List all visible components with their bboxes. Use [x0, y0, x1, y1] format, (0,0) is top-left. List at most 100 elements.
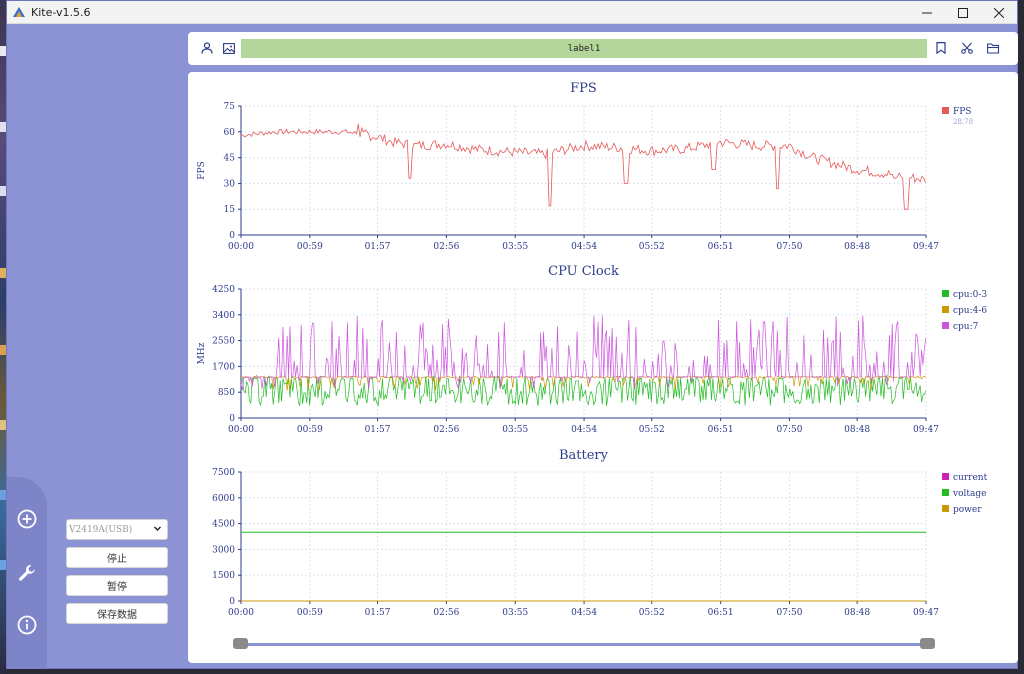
x-tick-label: 06:51 [708, 425, 734, 435]
app-window: Kite-v1.5.6 V2419A(USB) [6, 0, 1018, 669]
cpu-7-series-line [240, 315, 927, 391]
y-tick-label: 60 [224, 128, 236, 138]
legend-swatch [942, 473, 949, 480]
chart-title: Battery [559, 448, 609, 463]
x-tick-label: 05:52 [639, 242, 665, 252]
legend-swatch [942, 505, 949, 512]
y-tick-label: 3000 [212, 545, 235, 555]
x-tick-label: 04:54 [571, 425, 597, 435]
wrench-icon[interactable] [15, 561, 39, 585]
x-tick-label: 08:48 [844, 608, 870, 618]
x-tick-label: 05:52 [639, 425, 665, 435]
save-data-button[interactable]: 保存数据 [66, 603, 168, 624]
y-tick-label: 0 [229, 231, 235, 241]
legend-label: cpu:0-3 [953, 290, 987, 300]
y-tick-label: 4250 [212, 285, 235, 295]
x-tick-label: 02:56 [433, 608, 459, 618]
x-tick-label: 00:00 [228, 242, 254, 252]
x-tick-label: 05:52 [639, 608, 665, 618]
fps-series-line [240, 124, 926, 210]
info-icon[interactable] [15, 613, 39, 637]
x-tick-label: 07:50 [776, 608, 802, 618]
legend-swatch [942, 290, 949, 297]
legend-current-value: 28.78 [953, 118, 973, 126]
image-icon[interactable] [221, 40, 237, 56]
x-tick-label: 09:47 [913, 242, 939, 252]
x-tick-label: 00:59 [297, 608, 323, 618]
y-tick-label: 3400 [212, 311, 235, 321]
y-tick-label: 0 [229, 414, 235, 424]
desktop-background-strip [0, 0, 6, 674]
x-tick-label: 02:56 [433, 425, 459, 435]
legend-label: cpu:7 [953, 322, 979, 332]
x-tick-label: 09:47 [913, 608, 939, 618]
y-tick-label: 30 [224, 179, 236, 189]
x-tick-label: 07:50 [776, 425, 802, 435]
x-tick-label: 04:54 [571, 608, 597, 618]
bookmark-icon[interactable] [933, 40, 949, 56]
x-tick-label: 09:47 [913, 425, 939, 435]
y-tick-label: 15 [224, 205, 236, 215]
y-tick-label: 75 [224, 102, 236, 112]
side-rail [7, 477, 47, 669]
x-tick-label: 03:55 [502, 242, 528, 252]
time-range-slider-track[interactable] [241, 643, 935, 646]
x-tick-label: 03:55 [502, 425, 528, 435]
chevron-down-icon [153, 524, 162, 536]
x-tick-label: 07:50 [776, 242, 802, 252]
y-tick-label: 4500 [212, 520, 235, 530]
charts-svg: FPS FPS 0 15 30 45 60 75 00:00 00:59 01:57 02:56 03:… [197, 81, 988, 618]
y-axis-label: FPS [197, 161, 207, 179]
legend-label: voltage [952, 489, 986, 499]
x-tick-label: 00:59 [297, 425, 323, 435]
legend-label: cpu:4-6 [953, 306, 987, 316]
y-tick-label: 0 [229, 597, 235, 607]
label-bar[interactable]: label1 [241, 39, 927, 58]
time-range-start-handle[interactable] [233, 638, 248, 649]
scissors-icon[interactable] [959, 40, 975, 56]
y-tick-label: 1700 [212, 362, 235, 372]
chart-panel: FPS FPS 0 15 30 45 60 75 00:00 00:59 01:57 02:56 03:… [188, 72, 1018, 663]
legend-label: FPS [953, 107, 971, 117]
x-tick-label: 00:59 [297, 242, 323, 252]
legend-swatch [942, 306, 949, 313]
window-title: Kite-v1.5.6 [31, 5, 91, 19]
y-tick-label: 850 [218, 388, 235, 398]
time-range-end-handle[interactable] [920, 638, 935, 649]
kite-app-icon [12, 6, 26, 18]
x-tick-label: 00:00 [228, 425, 254, 435]
x-tick-label: 01:57 [365, 608, 391, 618]
legend-swatch [942, 107, 949, 114]
x-tick-label: 02:56 [433, 242, 459, 252]
maximize-button[interactable] [945, 1, 981, 24]
add-circle-icon[interactable] [15, 507, 39, 531]
x-tick-label: 01:57 [365, 242, 391, 252]
y-tick-label: 2550 [212, 337, 235, 347]
pause-button[interactable]: 暂停 [66, 575, 168, 596]
y-axis-label: MHz [197, 342, 207, 364]
cpu-0-3-series-line [241, 374, 927, 407]
minimize-button[interactable] [909, 1, 945, 24]
title-bar: Kite-v1.5.6 [7, 1, 1017, 24]
x-tick-label: 03:55 [502, 608, 528, 618]
x-tick-label: 01:57 [365, 425, 391, 435]
top-toolbar: label1 [188, 32, 1018, 65]
folder-open-icon[interactable] [985, 40, 1001, 56]
y-tick-label: 45 [224, 154, 236, 164]
y-tick-label: 6000 [212, 494, 235, 504]
x-tick-label: 06:51 [708, 608, 734, 618]
x-tick-label: 06:51 [708, 242, 734, 252]
user-icon[interactable] [199, 40, 215, 56]
stop-button[interactable]: 停止 [66, 547, 168, 568]
device-select[interactable]: V2419A(USB) [66, 519, 168, 540]
legend-swatch [942, 489, 949, 496]
x-tick-label: 00:00 [228, 608, 254, 618]
chart-title: CPU Clock [548, 264, 619, 279]
close-button[interactable] [981, 1, 1017, 24]
x-tick-label: 08:48 [844, 242, 870, 252]
chart-title: FPS [570, 81, 597, 96]
cpu-4-6-series-line [241, 375, 926, 391]
device-select-value: V2419A(USB) [69, 524, 133, 535]
legend-label: current [953, 473, 988, 483]
legend-swatch [942, 322, 949, 329]
